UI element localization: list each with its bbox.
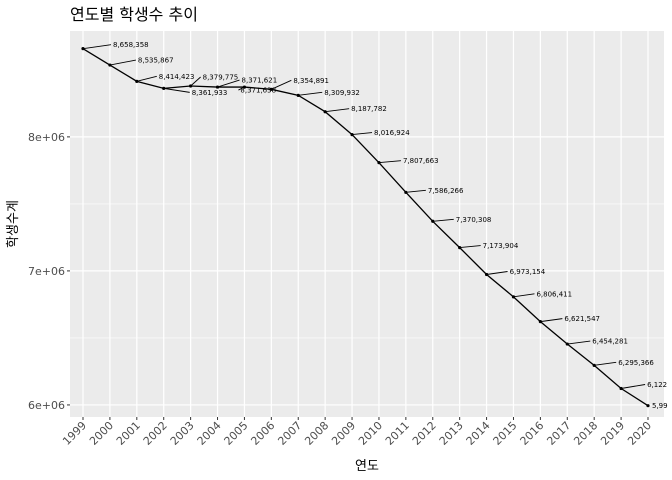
x-tick-label: 2011: [383, 419, 412, 448]
data-label: 6,973,154: [510, 268, 546, 276]
data-point: [646, 404, 650, 408]
data-label: 7,370,308: [456, 216, 492, 224]
label-leader-line: [238, 86, 245, 91]
x-tick-label: 2015: [491, 419, 520, 448]
data-label: 8,354,891: [293, 77, 329, 85]
data-label: 8,187,782: [351, 105, 387, 113]
label-leader-line: [378, 160, 401, 164]
x-tick-label: 2009: [329, 419, 358, 448]
label-leader-line: [621, 384, 646, 389]
y-tick-label: 6e+06: [28, 399, 65, 412]
x-tick-label: 2003: [168, 419, 197, 448]
data-label: 5,99: [652, 402, 668, 410]
label-leader-line: [82, 44, 112, 50]
y-axis-title: 학생수계: [6, 200, 21, 248]
x-tick-label: 2008: [302, 419, 331, 448]
label-leader-line: [567, 340, 591, 345]
data-label: 6,621,547: [564, 315, 600, 323]
label-leader-line: [405, 189, 426, 193]
x-tick-label: 2012: [410, 419, 439, 448]
x-tick-label: 2014: [464, 419, 493, 448]
label-leader-line: [352, 132, 373, 136]
data-label: 6,806,411: [536, 290, 572, 298]
plot-panel: [70, 31, 664, 417]
x-tick-label: 2004: [195, 419, 224, 448]
x-tick-label: 2002: [141, 419, 170, 448]
x-tick-label: 1999: [60, 419, 89, 448]
x-tick-label: 2007: [275, 419, 304, 448]
data-label: 7,807,663: [403, 157, 439, 165]
x-tick-label: 2017: [544, 419, 573, 448]
series-line: [82, 48, 649, 407]
data-label: 8,371,638: [240, 87, 276, 95]
x-tick-label: 2020: [625, 419, 654, 448]
data-point: [135, 79, 139, 83]
data-label: 6,295,366: [618, 359, 654, 367]
x-tick-label: 2000: [87, 419, 116, 448]
label-leader-line: [298, 91, 323, 96]
data-label: 8,361,933: [192, 89, 228, 97]
label-leader-line: [217, 79, 240, 88]
chart-title: 연도별 학생수 추이: [70, 5, 198, 24]
label-leader-line: [325, 108, 350, 113]
label-leader-line: [459, 245, 481, 249]
label-leader-line: [486, 271, 508, 275]
x-tick-label: 2010: [356, 419, 385, 448]
data-label: 8,016,924: [374, 129, 410, 137]
data-label: 7,586,266: [428, 187, 464, 195]
label-leader-line: [136, 75, 157, 82]
x-tick-label: 2006: [248, 419, 277, 448]
label-leader-line: [432, 218, 454, 222]
data-label: 8,371,621: [242, 77, 278, 85]
data-label: 8,535,867: [138, 57, 174, 65]
data-label: 8,309,932: [324, 89, 360, 97]
label-leader-line: [513, 293, 535, 298]
x-tick-label: 2013: [437, 419, 466, 448]
y-tick-label: 8e+06: [28, 131, 65, 144]
y-tick-label: 7e+06: [28, 265, 65, 278]
grid: [70, 31, 664, 417]
label-leader-line: [163, 87, 190, 93]
label-leader-line: [190, 76, 201, 87]
x-tick-label: 2005: [222, 419, 251, 448]
data-point: [162, 86, 166, 90]
data-label: 8,379,775: [203, 73, 239, 81]
label-leader-line: [271, 79, 292, 90]
data-labels: 8,658,358 8,535,867 8,414,423 8,361,933 8,37…: [82, 41, 668, 410]
label-leader-line: [109, 59, 136, 66]
x-tick-label: 2016: [518, 419, 547, 448]
x-tick-label: 2019: [598, 419, 627, 448]
data-label: 7,173,904: [483, 242, 519, 250]
x-axis-title: 연도: [355, 459, 379, 474]
x-tick-label: 2001: [114, 419, 143, 448]
data-label: 6,454,281: [592, 338, 628, 346]
x-tick-label: 2018: [571, 419, 600, 448]
data-label: 6,122: [647, 381, 667, 389]
data-label: 8,658,358: [113, 41, 149, 49]
label-leader-line: [540, 318, 563, 323]
data-label: 8,414,423: [159, 73, 195, 81]
label-leader-line: [594, 361, 617, 366]
